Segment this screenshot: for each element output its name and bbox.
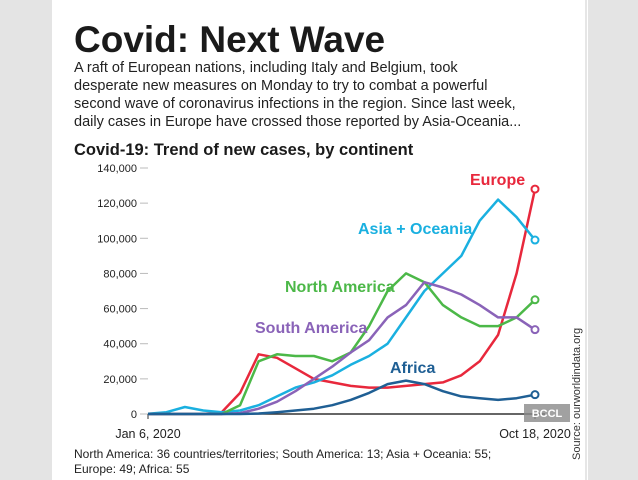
- series-label: Africa: [390, 360, 435, 377]
- description-line: A raft of European nations, including It…: [74, 60, 458, 76]
- footnote: North America: 36 countries/territories;…: [74, 447, 491, 461]
- watermark-bg: [524, 404, 570, 422]
- end-marker: [530, 235, 540, 245]
- y-tick-label: 40,000: [103, 339, 137, 351]
- y-tick-label: 60,000: [103, 304, 137, 316]
- y-tick-label: 20,000: [103, 374, 137, 386]
- series-label: South America: [255, 320, 367, 337]
- x-tick-label: Oct 18, 2020: [499, 427, 571, 441]
- series-label: Asia + Oceania: [358, 221, 472, 238]
- y-tick-label: 100,000: [97, 233, 137, 245]
- description-line: desperate new measures on Monday to try …: [74, 78, 487, 94]
- y-tick-label: 120,000: [97, 198, 137, 210]
- series-line: [148, 379, 536, 416]
- x-tick-label: Jan 6, 2020: [115, 427, 180, 441]
- source: Source: ourworldindata.org: [571, 328, 583, 460]
- y-tick-label: 80,000: [103, 268, 137, 280]
- watermark: BCCL: [532, 408, 563, 420]
- footnote: Europe: 49; Africa: 55: [74, 462, 190, 476]
- description-line: second wave of coronavirus infections in…: [74, 96, 516, 112]
- subtitle: Covid-19: Trend of new cases, by contine…: [74, 141, 414, 159]
- y-tick-label: 0: [131, 409, 137, 421]
- title: Covid: Next Wave: [74, 19, 385, 60]
- series-label: Europe: [470, 172, 525, 189]
- series-label: North America: [285, 279, 395, 296]
- end-marker: [530, 295, 540, 305]
- end-marker: [530, 390, 540, 400]
- end-marker: [530, 184, 540, 194]
- description-line: daily cases in Europe have crossed those…: [74, 114, 521, 130]
- end-marker: [530, 325, 540, 335]
- y-tick-label: 140,000: [97, 163, 137, 175]
- series-line: [147, 198, 536, 416]
